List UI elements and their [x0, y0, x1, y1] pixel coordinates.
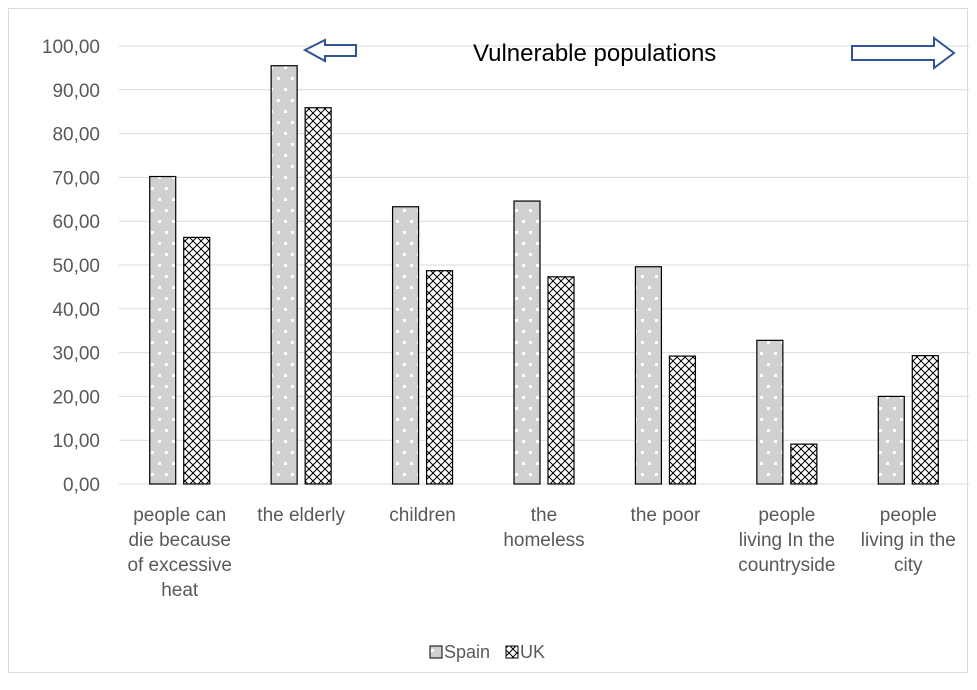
x-category-label: children	[389, 505, 456, 526]
bar-uk	[668, 355, 697, 485]
bar-uk	[547, 276, 575, 485]
y-tick-label: 0,00	[63, 475, 100, 496]
y-tick-label: 70,00	[52, 168, 100, 189]
bar-chart: 0,00 10,00 20,00 30,00 40,00 50,00 60,00 70,00 8…	[42, 36, 969, 662]
x-category-label: people can die because of excessive heat	[127, 505, 232, 601]
right-arrow-icon	[851, 36, 956, 70]
x-category-label: people living In the countryside	[738, 505, 835, 576]
bar-spain	[513, 200, 541, 485]
bar-spain	[756, 339, 784, 485]
bar-uk	[790, 443, 818, 485]
x-category-label: the homeless	[503, 505, 584, 551]
chart-frame: 0,00 10,00 20,00 30,00 40,00 50,00 60,00 70,00 8…	[8, 8, 969, 673]
x-category-label: the poor	[631, 505, 701, 526]
bar-uk	[304, 107, 332, 485]
x-category-label: people living in the city	[861, 505, 956, 576]
bar-uk	[183, 236, 211, 485]
annotation-text: Vulnerable populations	[473, 40, 716, 67]
legend-label-spain: Spain	[444, 642, 490, 662]
left-arrow-icon	[302, 38, 357, 63]
y-tick-label: 20,00	[52, 387, 100, 408]
y-tick-label: 100,00	[42, 37, 100, 58]
y-axis-ticks: 0,00 10,00 20,00 30,00 40,00 50,00 60,00 70,00 8…	[42, 37, 100, 496]
bar-spain	[149, 175, 177, 485]
gridlines	[119, 45, 969, 485]
bar-spain	[634, 266, 663, 485]
y-tick-label: 40,00	[52, 300, 100, 321]
legend-label-uk: UK	[520, 642, 545, 662]
bar-spain	[877, 395, 905, 485]
y-tick-label: 10,00	[52, 431, 100, 452]
y-tick-label: 30,00	[52, 344, 100, 365]
legend-swatch-uk	[505, 645, 519, 659]
y-tick-label: 60,00	[52, 212, 100, 233]
bar-uk	[911, 355, 939, 485]
x-category-label: the elderly	[257, 505, 345, 526]
bar-spain	[391, 206, 420, 485]
x-axis-labels: people can die because of excessive heat the…	[127, 505, 955, 601]
legend-swatch-spain	[429, 645, 443, 659]
y-tick-label: 90,00	[52, 81, 100, 102]
y-tick-label: 50,00	[52, 256, 100, 277]
bars	[149, 65, 939, 485]
bar-spain	[270, 65, 298, 485]
legend: Spain UK	[429, 642, 545, 662]
y-tick-label: 80,00	[52, 125, 100, 146]
bar-uk	[425, 270, 454, 485]
